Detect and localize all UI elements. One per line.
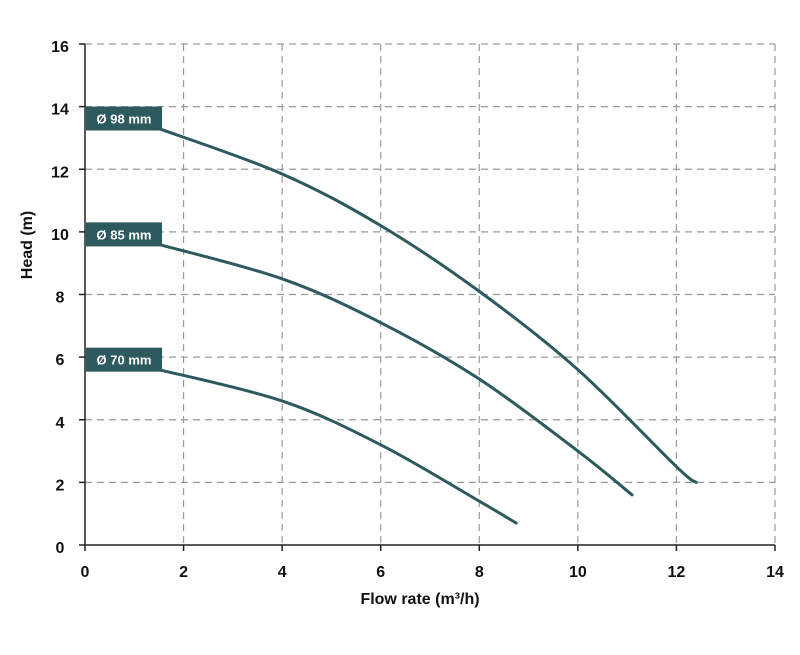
x-tick-label: 10 <box>569 564 587 581</box>
x-tick-label: 14 <box>766 564 784 581</box>
series-label: Ø 98 mm <box>97 112 152 127</box>
grid <box>85 43 776 545</box>
y-tick-label: 14 <box>51 102 69 119</box>
axes: 0 2 4 6 8 10 12 14 0 2 4 6 8 10 12 14 16 <box>51 39 784 581</box>
series-line <box>157 127 698 484</box>
x-tick-label: 8 <box>475 564 484 581</box>
series-lines <box>157 127 698 525</box>
series-line <box>157 368 518 525</box>
x-tick-label: 2 <box>179 564 188 581</box>
series-label: Ø 85 mm <box>97 227 152 242</box>
x-tick-label: 4 <box>278 564 287 581</box>
series-labels: Ø 98 mm Ø 85 mm Ø 70 mm <box>86 106 162 372</box>
series-label-box <box>86 347 162 372</box>
y-tick-label: 4 <box>56 415 65 432</box>
y-tick-label: 12 <box>51 164 69 181</box>
series-label: Ø 70 mm <box>97 353 152 368</box>
x-tick-label: 12 <box>668 564 686 581</box>
series-line <box>157 242 634 497</box>
y-tick-label: 2 <box>56 477 65 494</box>
series-label-box <box>86 106 162 131</box>
y-tick-label: 8 <box>56 290 65 307</box>
x-axis-label: Flow rate (m³/h) <box>360 591 479 608</box>
x-tick-label: 0 <box>81 564 90 581</box>
y-tick-label: 6 <box>56 352 65 369</box>
y-tick-label: 16 <box>51 39 69 56</box>
y-axis-label: Head (m) <box>19 211 36 279</box>
y-tick-label: 0 <box>56 540 65 557</box>
y-tick-label: 10 <box>51 227 69 244</box>
x-tick-label: 6 <box>376 564 385 581</box>
series-label-box <box>86 222 162 247</box>
